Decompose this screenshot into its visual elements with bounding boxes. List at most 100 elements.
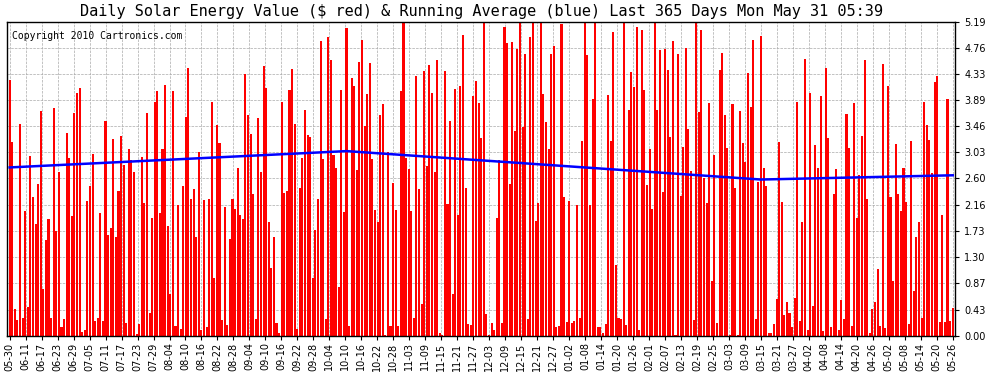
Bar <box>584 22 586 336</box>
Bar <box>939 322 940 336</box>
Bar <box>144 202 146 336</box>
Bar <box>895 144 897 336</box>
Bar <box>607 94 609 336</box>
Bar <box>732 104 734 336</box>
Bar <box>208 199 210 336</box>
Bar <box>17 320 19 336</box>
Bar <box>304 110 306 336</box>
Bar <box>951 309 953 336</box>
Bar <box>540 22 542 336</box>
Bar <box>682 147 684 336</box>
Bar <box>527 319 529 336</box>
Bar <box>817 168 819 336</box>
Bar <box>884 328 886 336</box>
Bar <box>102 321 104 336</box>
Bar <box>456 215 459 336</box>
Bar <box>610 141 612 336</box>
Bar <box>490 323 493 336</box>
Bar <box>863 60 865 336</box>
Bar <box>451 294 453 336</box>
Bar <box>437 60 439 336</box>
Bar <box>193 189 195 336</box>
Bar <box>166 226 168 336</box>
Bar <box>43 290 45 336</box>
Bar <box>312 278 314 336</box>
Bar <box>882 64 884 336</box>
Bar <box>783 315 785 336</box>
Bar <box>714 156 716 336</box>
Bar <box>501 323 503 336</box>
Bar <box>765 186 767 336</box>
Bar <box>9 80 11 336</box>
Bar <box>796 102 798 336</box>
Bar <box>470 325 472 336</box>
Bar <box>174 326 176 336</box>
Bar <box>876 268 878 336</box>
Bar <box>711 281 713 336</box>
Bar <box>294 124 296 336</box>
Bar <box>260 172 262 336</box>
Bar <box>721 54 723 336</box>
Bar <box>866 199 868 336</box>
Bar <box>190 199 192 336</box>
Bar <box>120 136 122 336</box>
Bar <box>76 93 78 336</box>
Bar <box>60 327 62 336</box>
Bar <box>943 322 946 336</box>
Bar <box>392 183 394 336</box>
Bar <box>107 235 109 336</box>
Bar <box>804 58 806 336</box>
Bar <box>496 218 498 336</box>
Bar <box>45 240 47 336</box>
Bar <box>353 86 355 336</box>
Bar <box>267 222 270 336</box>
Bar <box>740 111 742 336</box>
Bar <box>24 211 27 336</box>
Bar <box>903 168 905 336</box>
Bar <box>317 199 319 336</box>
Bar <box>48 219 50 336</box>
Bar <box>200 330 202 336</box>
Bar <box>136 333 138 336</box>
Bar <box>602 333 604 336</box>
Bar <box>910 141 913 336</box>
Bar <box>645 185 648 336</box>
Bar <box>446 204 448 336</box>
Bar <box>861 136 863 336</box>
Bar <box>423 71 426 336</box>
Bar <box>480 138 482 336</box>
Bar <box>355 170 357 336</box>
Bar <box>400 91 402 336</box>
Bar <box>148 313 150 336</box>
Bar <box>858 175 860 336</box>
Bar <box>247 115 249 336</box>
Bar <box>40 111 42 336</box>
Bar <box>229 238 231 336</box>
Bar <box>833 194 835 336</box>
Bar <box>462 35 464 336</box>
Bar <box>633 87 635 336</box>
Bar <box>532 22 534 336</box>
Bar <box>581 141 583 336</box>
Bar <box>78 88 80 336</box>
Bar <box>350 78 352 336</box>
Bar <box>410 210 412 336</box>
Bar <box>341 90 343 336</box>
Bar <box>22 318 24 336</box>
Bar <box>812 306 814 336</box>
Bar <box>842 320 844 336</box>
Bar <box>644 90 645 336</box>
Bar <box>84 330 86 336</box>
Bar <box>931 173 933 336</box>
Bar <box>543 94 545 336</box>
Bar <box>576 205 578 336</box>
Bar <box>19 124 21 336</box>
Bar <box>934 82 936 336</box>
Bar <box>275 324 277 336</box>
Bar <box>828 138 830 336</box>
Bar <box>767 333 770 336</box>
Bar <box>937 76 939 336</box>
Bar <box>897 194 899 336</box>
Bar <box>257 118 259 336</box>
Bar <box>535 220 537 336</box>
